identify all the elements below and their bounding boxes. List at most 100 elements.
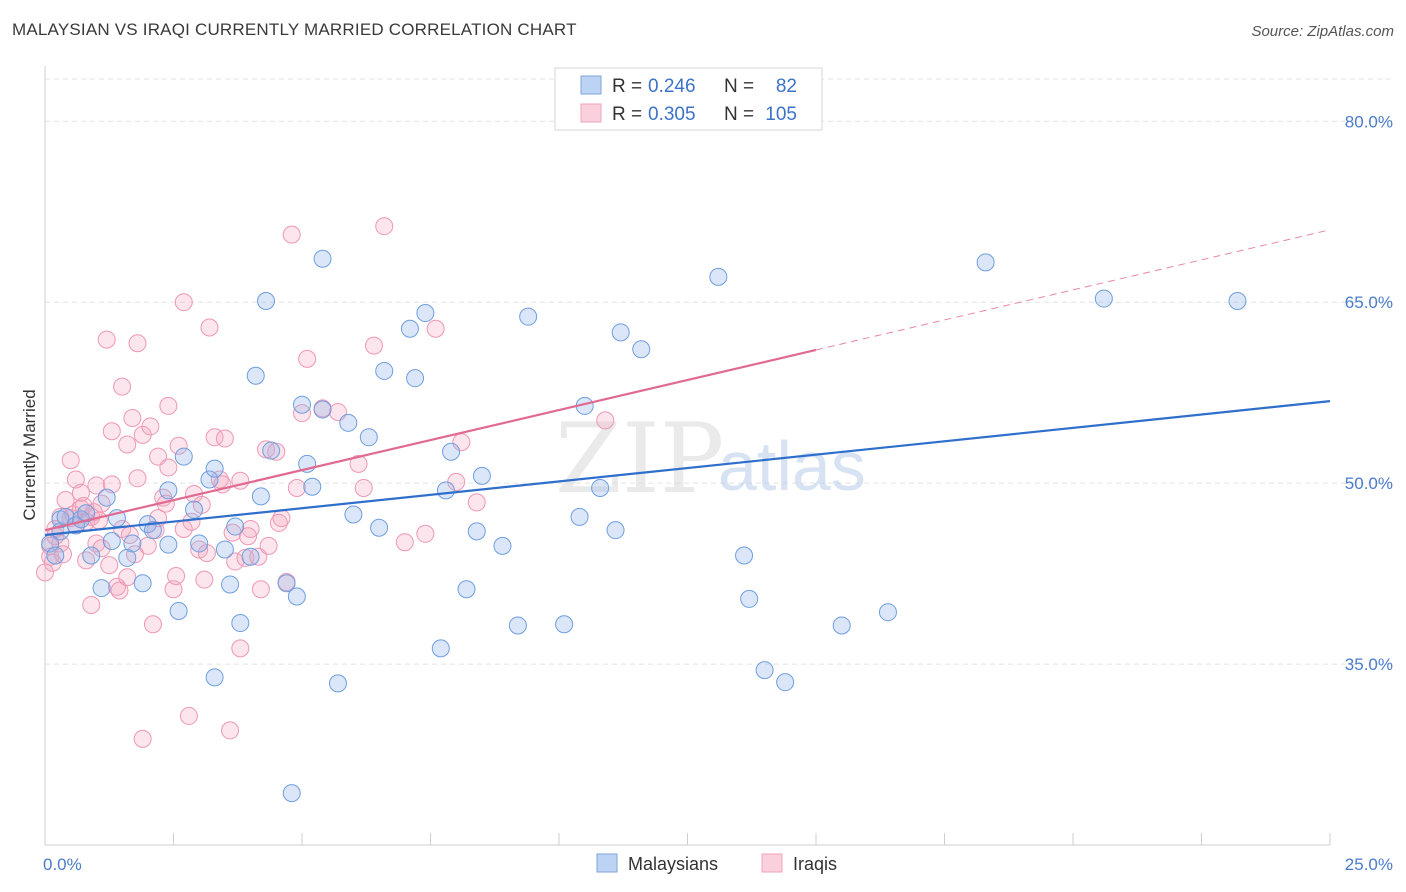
legend-label-malaysians: Malaysians: [628, 854, 718, 874]
legend-swatch-iraqis: [580, 103, 602, 123]
malaysian-point: [1228, 291, 1247, 310]
y-tick-labels: 35.0% 50.0% 65.0% 80.0%: [1345, 112, 1393, 674]
iraqi-point: [128, 334, 147, 353]
malaysian-point: [174, 447, 193, 466]
watermark: ZIP atlas: [555, 403, 866, 515]
malaysian-point: [735, 546, 754, 565]
gridlines: [45, 78, 1392, 665]
malaysian-point: [313, 249, 332, 268]
iraqi-point: [467, 493, 486, 512]
malaysian-point: [457, 580, 476, 599]
malaysian-point: [591, 478, 610, 497]
iraqi-point: [128, 469, 147, 488]
malaysian-point: [406, 369, 425, 388]
malaysian-point: [359, 428, 378, 447]
malaysian-point: [328, 674, 347, 693]
legend-n-value-malaysians: 82: [776, 76, 797, 97]
iraqi-point: [102, 475, 121, 494]
legend-r-label-iraqis: R =: [612, 104, 642, 125]
malaysian-point: [313, 400, 332, 419]
legend-n-label-iraqis: N =: [724, 104, 754, 125]
malaysian-point: [205, 459, 224, 478]
malaysian-point: [102, 532, 121, 551]
iraqis-trend-line: [44, 348, 817, 532]
malaysian-point: [611, 323, 630, 342]
iraqi-point: [200, 318, 219, 337]
malaysian-point: [221, 575, 240, 594]
malaysian-point: [246, 366, 265, 385]
malaysian-point: [287, 587, 306, 606]
iraqi-point: [141, 417, 160, 436]
legend-swatch-malaysians-bottom: [596, 853, 618, 873]
x-tick-labels: 0.0% 25.0%: [43, 855, 1393, 874]
watermark-atlas: atlas: [718, 427, 866, 505]
x-tick-label: 25.0%: [1345, 855, 1393, 874]
iraqi-point: [123, 408, 142, 427]
malaysian-point: [46, 546, 65, 565]
iraqis-points: [36, 217, 615, 748]
iraqi-point: [159, 458, 178, 477]
malaysian-point: [133, 574, 152, 593]
iraqis-trend-line-extension: [815, 229, 1331, 351]
iraqi-point: [110, 581, 129, 600]
legend-r-value-malaysians: 0.246: [648, 76, 696, 97]
malaysian-point: [185, 500, 204, 519]
malaysian-point: [51, 510, 70, 529]
malaysian-point: [190, 534, 209, 553]
iraqi-point: [71, 483, 90, 502]
iraqi-point: [87, 534, 106, 553]
malaysian-point: [555, 615, 574, 634]
iraqi-point: [197, 544, 216, 563]
malaysian-point: [1094, 289, 1113, 308]
malaysian-point: [436, 481, 455, 500]
iraqi-point: [113, 377, 132, 396]
malaysian-point: [169, 601, 188, 620]
malaysian-point: [878, 603, 897, 622]
series-legend: Malaysians Iraqis: [596, 853, 837, 874]
iraqi-point: [354, 478, 373, 497]
iraqi-point: [53, 545, 72, 564]
malaysian-point: [262, 441, 281, 460]
malaysian-point: [776, 673, 795, 692]
legend-r-value-iraqis: 0.305: [648, 104, 696, 125]
malaysian-point: [570, 507, 589, 526]
malaysian-point: [493, 536, 512, 555]
iraqi-point: [259, 536, 278, 555]
malaysian-point: [431, 639, 450, 658]
malaysian-point: [77, 504, 96, 523]
x-tick-label: 0.0%: [43, 855, 82, 874]
iraqi-point: [87, 476, 106, 495]
malaysian-point: [472, 466, 491, 485]
iraqi-point: [100, 556, 119, 575]
malaysian-point: [226, 517, 245, 536]
malaysian-point: [976, 253, 995, 272]
malaysian-point: [205, 668, 224, 687]
malaysian-point: [123, 534, 142, 553]
y-axis-title: Currently Married: [20, 389, 39, 520]
malaysian-point: [832, 616, 851, 635]
iraqi-point: [82, 595, 101, 614]
malaysian-point: [159, 481, 178, 500]
malaysian-point: [303, 477, 322, 496]
iraqi-point: [239, 527, 258, 546]
malaysian-point: [370, 518, 389, 537]
legend-n-value-iraqis: 105: [765, 104, 797, 125]
malaysian-point: [277, 574, 296, 593]
malaysian-point: [344, 505, 363, 524]
malaysian-point: [118, 548, 137, 567]
malaysian-point: [400, 319, 419, 338]
iraqi-point: [92, 539, 111, 558]
iraqi-point: [282, 225, 301, 244]
malaysian-point: [82, 546, 101, 565]
iraqi-point: [596, 411, 615, 430]
malaysian-point: [257, 291, 276, 310]
malaysian-point: [375, 361, 394, 380]
iraqi-point: [241, 519, 260, 538]
iraqi-point: [287, 478, 306, 497]
iraqi-point: [169, 436, 188, 455]
iraqi-point: [74, 497, 93, 516]
malaysian-point: [241, 547, 260, 566]
iraqi-point: [364, 336, 383, 355]
iraqi-point: [102, 422, 121, 441]
